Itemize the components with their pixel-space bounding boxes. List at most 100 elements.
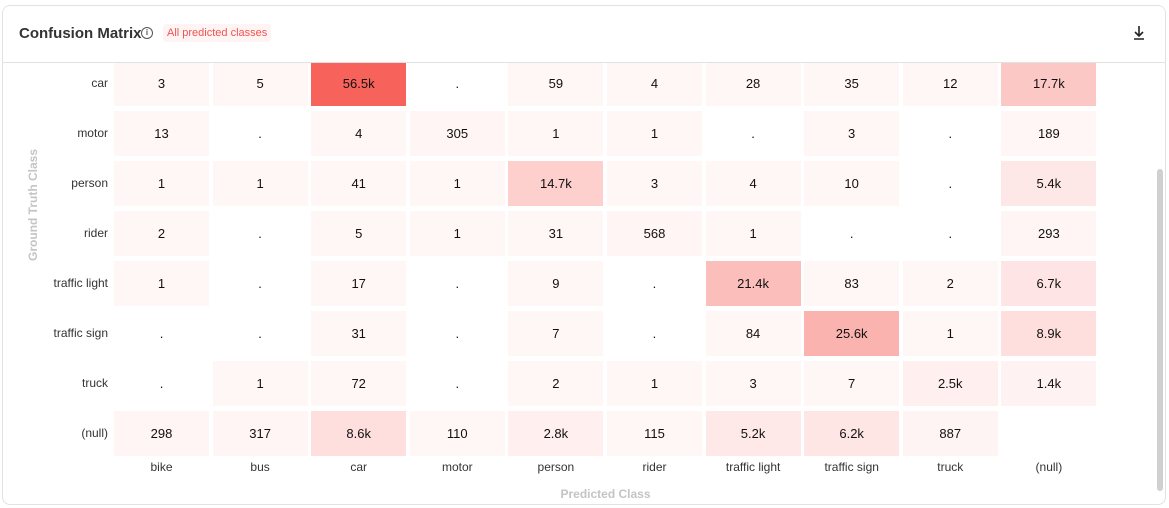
heatmap-cell[interactable]: 41	[311, 161, 407, 206]
heatmap-cell[interactable]: 72	[311, 361, 407, 406]
info-icon[interactable]: i	[141, 27, 153, 39]
heatmap-cell[interactable]: 17.7k	[1001, 63, 1097, 106]
heatmap-cell[interactable]: 1	[212, 361, 308, 406]
heatmap-cell[interactable]: .	[948, 176, 953, 191]
heatmap-cell[interactable]: 1	[409, 211, 505, 256]
row-label: person	[71, 176, 108, 190]
heatmap-cell[interactable]: 9	[508, 261, 604, 306]
matrix-body: 3 5 56.5k. 59 4 28 35 12 17.7k 13. 4 305 1 1. 3. 189 1 1 4…	[3, 63, 1165, 504]
heatmap-cell[interactable]: 8.9k	[1001, 311, 1097, 356]
heatmap-cell[interactable]: 83	[804, 261, 900, 306]
heatmap-cell[interactable]: 2.8k	[508, 411, 604, 456]
heatmap-cell[interactable]: 1	[409, 161, 505, 206]
column-label: truck	[937, 460, 964, 474]
heatmap-cell[interactable]: .	[258, 226, 262, 241]
heatmap-cell[interactable]: 1	[508, 111, 604, 156]
heatmap-cell[interactable]: .	[159, 326, 164, 341]
column-label: traffic light	[725, 460, 781, 474]
heatmap-cell[interactable]: .	[652, 276, 657, 291]
heatmap-cell[interactable]: 189	[1001, 111, 1097, 156]
heatmap-cell[interactable]: .	[751, 126, 755, 141]
column-label: traffic sign	[824, 460, 879, 474]
heatmap-cell[interactable]: 7	[508, 311, 604, 356]
heatmap-cell[interactable]: 3	[114, 63, 209, 106]
heatmap-cell[interactable]: 5.2k	[705, 411, 801, 456]
heatmap-cell[interactable]: 1	[212, 161, 308, 206]
row-label: rider	[83, 226, 108, 240]
heatmap-cell[interactable]: .	[455, 376, 460, 391]
heatmap-cell[interactable]: 4	[606, 63, 702, 106]
heatmap-cell[interactable]: .	[948, 226, 953, 241]
heatmap-cell[interactable]: 59	[508, 63, 604, 106]
heatmap-cell[interactable]: 31	[311, 311, 407, 356]
row-label: traffic light	[53, 276, 108, 290]
heatmap-cell[interactable]: .	[159, 376, 164, 391]
heatmap-cell[interactable]: 568	[606, 211, 702, 256]
heatmap-cell[interactable]: 13	[114, 111, 209, 156]
filter-badge[interactable]: All predicted classes	[163, 24, 272, 42]
heatmap-cell[interactable]: .	[652, 326, 657, 341]
row-label: truck	[81, 376, 108, 390]
heatmap-cell[interactable]: .	[258, 326, 262, 341]
heatmap-cell[interactable]: 3	[705, 361, 801, 406]
row-label: car	[91, 76, 108, 90]
download-icon[interactable]	[1131, 24, 1147, 42]
heatmap-cell[interactable]: 305	[409, 111, 505, 156]
heatmap-cell[interactable]: .	[455, 276, 460, 291]
heatmap-cell[interactable]: 317	[212, 411, 308, 456]
heatmap-cell[interactable]: 4	[705, 161, 801, 206]
heatmap-cell[interactable]: 887	[902, 411, 998, 456]
heatmap-cell[interactable]: 293	[1001, 211, 1097, 256]
heatmap-cell[interactable]: 5.4k	[1001, 161, 1097, 206]
heatmap-cell[interactable]: 3	[606, 161, 702, 206]
heatmap-cell[interactable]: 298	[114, 411, 209, 456]
column-label: rider	[642, 460, 667, 474]
heatmap-cell[interactable]: 6.2k	[804, 411, 900, 456]
heatmap-cell[interactable]: .	[258, 276, 262, 291]
heatmap-cell[interactable]: 5	[311, 211, 407, 256]
heatmap-cell[interactable]: 2	[902, 261, 998, 306]
heatmap-cell[interactable]: 1	[902, 311, 998, 356]
heatmap-cell[interactable]: .	[455, 326, 460, 341]
heatmap-grid: 3 5 56.5k. 59 4 28 35 12 17.7k 13. 4 305 1 1. 3. 189 1 1 4…	[114, 63, 1097, 456]
heatmap-cell[interactable]: 12	[902, 63, 998, 106]
heatmap-cell[interactable]: 3	[804, 111, 900, 156]
column-label: car	[350, 460, 368, 474]
heatmap-cell[interactable]: 7	[804, 361, 900, 406]
heatmap-cell[interactable]: .	[948, 126, 953, 141]
heatmap-cell[interactable]: 31	[508, 211, 604, 256]
heatmap-cell[interactable]: 1	[114, 161, 209, 206]
heatmap-cell[interactable]: 2	[508, 361, 604, 406]
heatmap-cell[interactable]	[1001, 411, 1096, 456]
heatmap-cell[interactable]: 1	[114, 261, 209, 306]
heatmap-cell[interactable]: 84	[705, 311, 801, 356]
heatmap-cell[interactable]: 14.7k	[508, 161, 604, 206]
heatmap-cell[interactable]: 35	[804, 63, 900, 106]
heatmap-cell[interactable]: 1	[705, 211, 801, 256]
heatmap-cell[interactable]: 1	[606, 111, 702, 156]
row-label: motor	[77, 126, 108, 140]
x-axis-label: Predicted Class	[560, 487, 651, 501]
heatmap-cell[interactable]: .	[849, 226, 854, 241]
heatmap-cell[interactable]: 115	[606, 411, 702, 456]
heatmap-cell[interactable]: 56.5k	[311, 63, 407, 106]
heatmap-cell[interactable]: .	[258, 126, 262, 141]
heatmap-cell[interactable]: 1	[606, 361, 702, 406]
heatmap-cell[interactable]: 4	[311, 111, 407, 156]
heatmap-cell[interactable]: 6.7k	[1001, 261, 1097, 306]
heatmap-cell[interactable]: 17	[311, 261, 407, 306]
heatmap-cell[interactable]: 28	[705, 63, 801, 106]
heatmap-cell[interactable]: 21.4k	[705, 261, 801, 306]
heatmap-cell[interactable]: .	[455, 76, 460, 91]
heatmap-cell[interactable]: 10	[804, 161, 900, 206]
scrollbar[interactable]	[1157, 169, 1163, 491]
y-axis-label: Ground Truth Class	[26, 148, 40, 262]
heatmap-cell[interactable]: 2.5k	[902, 361, 998, 406]
heatmap-cell[interactable]: 1.4k	[1001, 361, 1097, 406]
heatmap-cell[interactable]: 8.6k	[311, 411, 407, 456]
heatmap-cell[interactable]: 25.6k	[804, 311, 900, 356]
heatmap-cell[interactable]: 110	[409, 411, 505, 456]
heatmap-cell[interactable]: 5	[212, 63, 308, 106]
heatmap-cell[interactable]: 2	[114, 211, 209, 256]
column-label: motor	[441, 460, 473, 474]
